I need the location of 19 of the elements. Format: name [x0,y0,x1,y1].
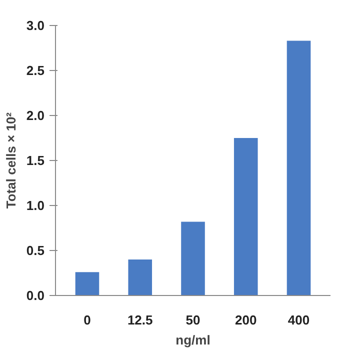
y-tick-label: 1.5 [26,153,45,168]
x-axis-title: ng/ml [176,332,210,348]
x-tick-label: 50 [186,312,200,328]
x-tick-label: 0 [84,312,91,328]
y-tick-label: 0.0 [26,288,45,303]
y-tick-label: 1.0 [26,198,45,213]
bar [286,40,311,296]
y-tick-label: 0.5 [26,243,45,258]
y-tick-label: 3.0 [26,18,45,33]
y-axis-title: Total cells × 10² [3,112,18,209]
x-tick-label: 200 [235,312,257,328]
bar [75,272,100,296]
bar [181,222,205,296]
bar [234,138,258,296]
x-tick-label: 400 [288,312,310,328]
bar [128,260,152,296]
x-tick-label: 12.5 [127,312,153,328]
y-tick-label: 2.0 [26,108,45,123]
y-tick-label: 2.5 [26,63,45,78]
